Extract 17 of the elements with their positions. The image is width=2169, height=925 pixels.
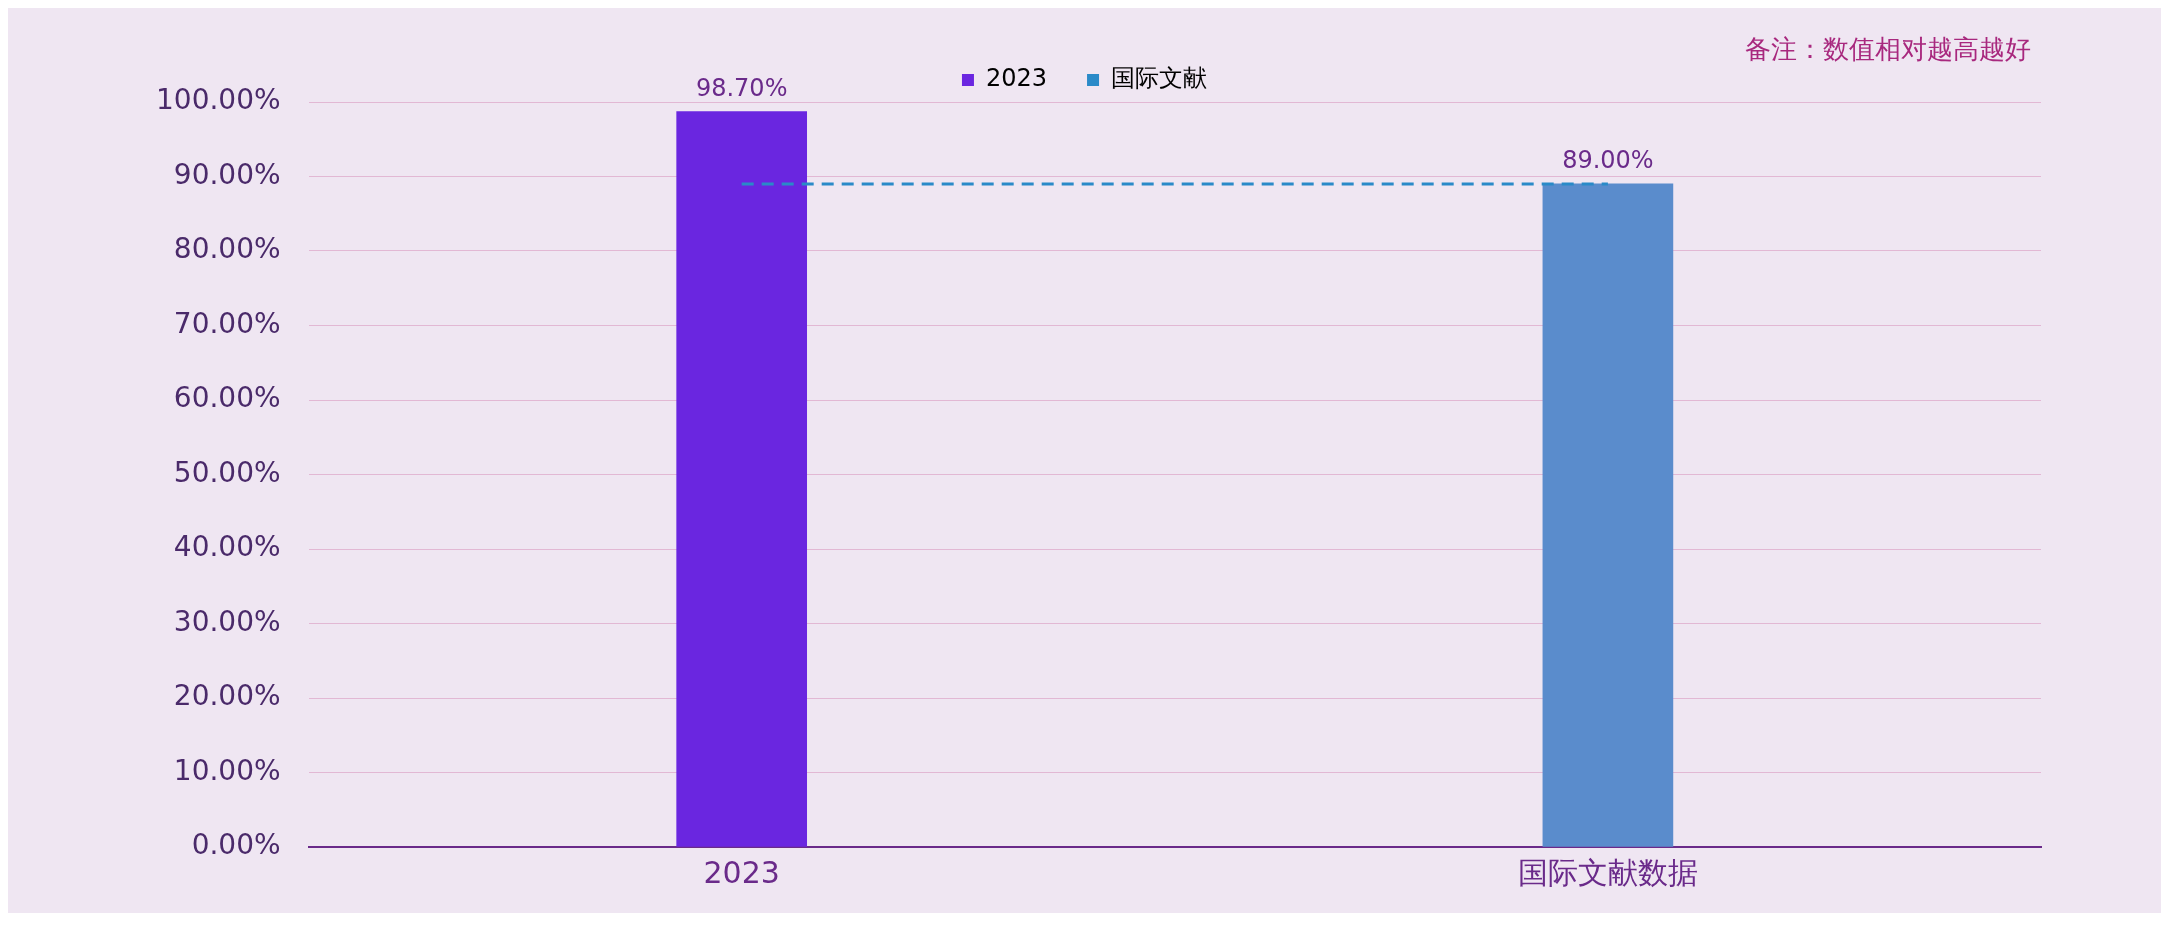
y-tick-label: 100.00%	[156, 83, 281, 117]
legend-label: 2023	[985, 64, 1048, 93]
legend-label: 国际文献	[1111, 64, 1208, 93]
y-tick-label: 90.00%	[173, 157, 281, 191]
y-tick-label: 60.00%	[173, 381, 281, 415]
y-tick-label: 0.00%	[191, 828, 281, 862]
y-tick-label: 30.00%	[173, 604, 281, 638]
data-label: 98.70%	[695, 73, 788, 102]
y-tick-label: 20.00%	[173, 679, 281, 713]
x-tick-label: 国际文献数据	[1517, 854, 1698, 890]
y-tick-label: 50.00%	[173, 455, 281, 489]
y-tick-label: 10.00%	[173, 753, 281, 787]
data-label: 89.00%	[1562, 146, 1654, 175]
text: 备注：数值相对越高越好	[1745, 33, 2031, 64]
y-tick-label: 80.00%	[173, 232, 281, 266]
y-tick-label: 40.00%	[173, 530, 281, 564]
y-tick-label: 70.00%	[173, 306, 281, 340]
